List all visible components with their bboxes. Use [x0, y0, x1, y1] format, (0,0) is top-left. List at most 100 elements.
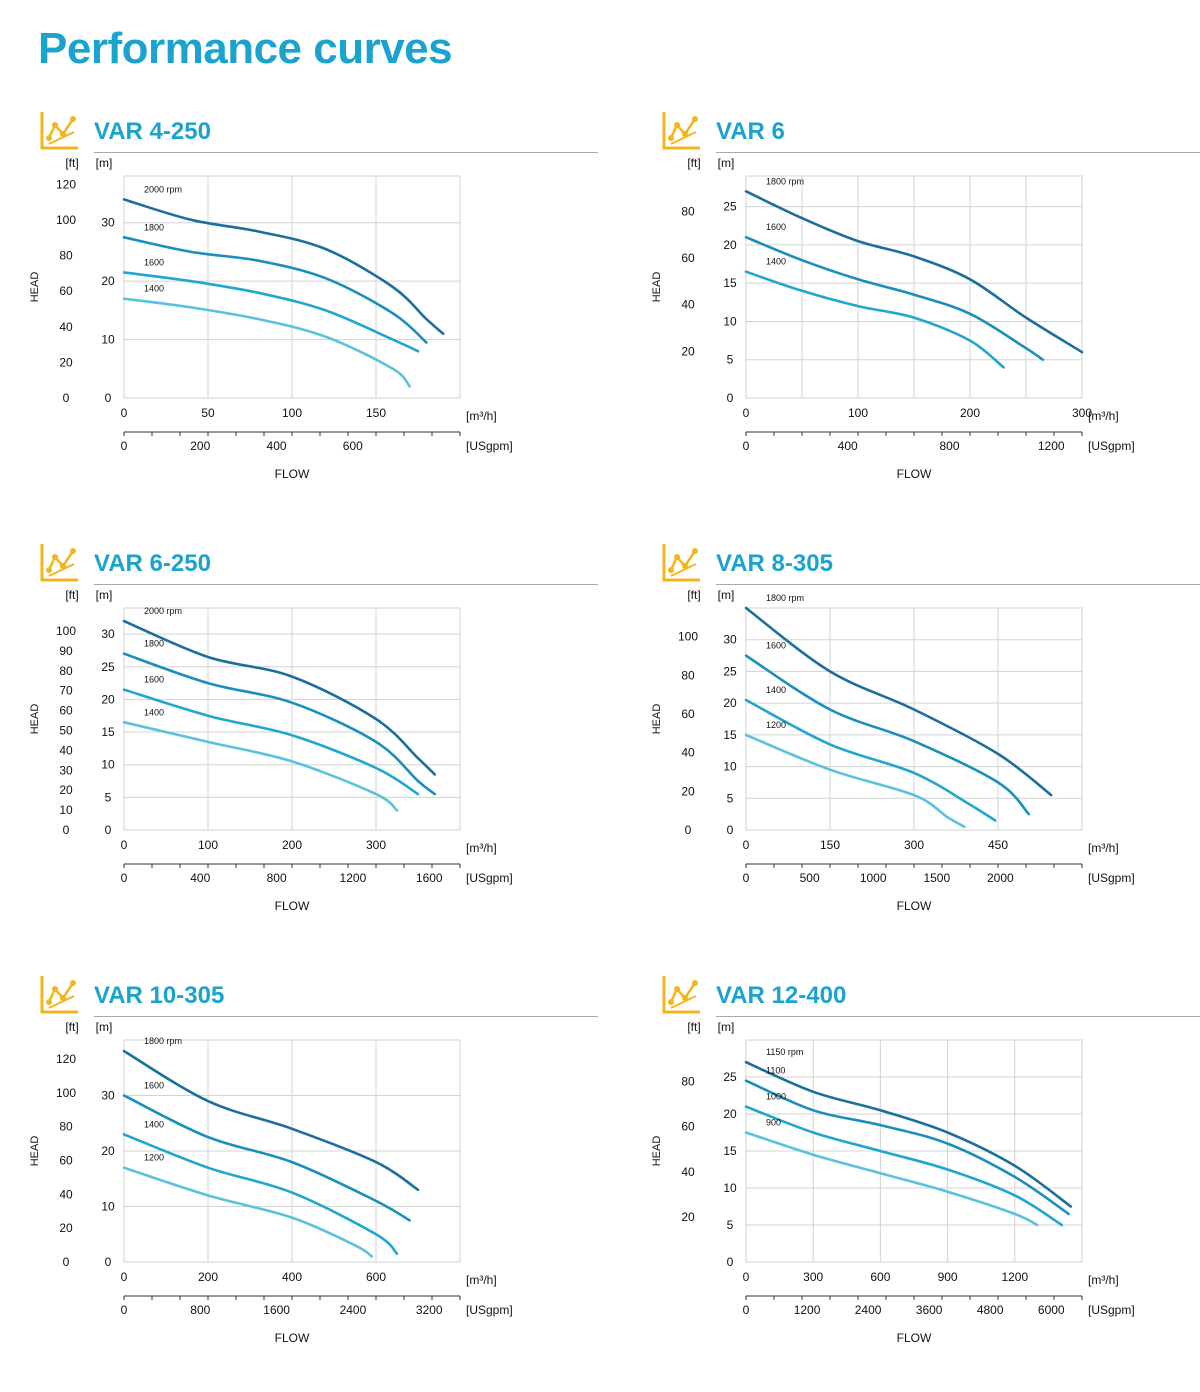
usgpm-tick-label: 6000 — [1038, 1303, 1065, 1317]
x-tick-label: 0 — [121, 406, 128, 420]
usgpm-tick-label: 0 — [121, 1303, 128, 1317]
ft-tick-label: 40 — [59, 1187, 73, 1201]
usgpm-tick-label: 0 — [743, 1303, 750, 1317]
m-tick-label: 5 — [727, 1218, 734, 1232]
x-tick-label: 150 — [366, 406, 386, 420]
x-tick-label: 0 — [743, 1270, 750, 1284]
rpm-series-label: 1200 — [766, 720, 786, 730]
usgpm-tick-label: 600 — [343, 439, 363, 453]
usgpm-tick-label: 0 — [121, 871, 128, 885]
rpm-series-label: 1800 — [144, 639, 164, 649]
flow-unit-usgpm: [USgpm] — [466, 1303, 513, 1317]
chart-title: VAR 6 — [716, 118, 785, 145]
m-tick-label: 5 — [727, 353, 734, 367]
ft-tick-label: 0 — [63, 391, 70, 405]
ft-tick-label: 0 — [63, 1255, 70, 1269]
flow-unit-usgpm: [USgpm] — [466, 439, 513, 453]
m-tick-label: 15 — [723, 1144, 737, 1158]
usgpm-tick-label: 400 — [267, 439, 287, 453]
ft-tick-label: 90 — [59, 644, 73, 658]
performance-curve-line — [122, 619, 437, 776]
rpm-series-label: 1800 rpm — [766, 176, 804, 186]
performance-curve-line — [744, 654, 1031, 816]
usgpm-tick-label: 2400 — [340, 1303, 367, 1317]
m-tick-label: 20 — [101, 1144, 115, 1158]
usgpm-tick-label: 1200 — [1038, 439, 1065, 453]
head-axis-label: HEAD — [651, 704, 663, 735]
x-tick-label: 300 — [1072, 406, 1092, 420]
x-tick-label: 200 — [282, 838, 302, 852]
rpm-series-label: 1600 — [766, 222, 786, 232]
chart-panel-header: VAR 10-305 — [38, 972, 598, 1018]
m-tick-label: 30 — [101, 627, 115, 641]
ft-axis-unit: [ft] — [65, 1020, 78, 1034]
usgpm-tick-label: 200 — [190, 439, 210, 453]
usgpm-tick-label: 1600 — [416, 871, 443, 885]
title-divider — [94, 584, 598, 585]
usgpm-tick-label: 0 — [121, 439, 128, 453]
usgpm-tick-label: 0 — [743, 871, 750, 885]
ft-tick-label: 100 — [56, 1086, 76, 1100]
flow-unit-m3h: [m³/h] — [1088, 1273, 1119, 1287]
usgpm-tick-label: 800 — [267, 871, 287, 885]
performance-curve-line — [122, 297, 411, 388]
x-tick-label: 1200 — [1001, 1270, 1028, 1284]
x-tick-label: 0 — [743, 838, 750, 852]
ft-tick-label: 40 — [59, 320, 73, 334]
rpm-series-label: 1800 — [144, 222, 164, 232]
rpm-series-label: 1000 — [766, 1092, 786, 1102]
m-tick-label: 25 — [723, 200, 737, 214]
m-axis-unit: [m] — [718, 588, 735, 602]
head-axis-label: HEAD — [29, 704, 41, 735]
chart-panel: VAR 8-305 [ft] [m] 0 5 10 15 20 25 30 0 20 40 60 80 100… — [651, 540, 1200, 960]
rpm-series-label: 1400 — [144, 1119, 164, 1129]
x-tick-label: 200 — [198, 1270, 218, 1284]
chart-title: VAR 4-250 — [94, 118, 211, 145]
x-tick-label: 0 — [743, 406, 750, 420]
performance-curve-line — [122, 236, 428, 344]
m-tick-label: 10 — [101, 758, 115, 772]
title-divider — [716, 584, 1200, 585]
title-divider — [94, 152, 598, 153]
x-tick-label: 600 — [366, 1270, 386, 1284]
ft-tick-label: 40 — [681, 746, 695, 760]
ft-axis-unit: [ft] — [65, 588, 78, 602]
ft-tick-label: 20 — [681, 784, 695, 798]
rpm-series-label: 1800 rpm — [766, 593, 804, 603]
chart-panel: VAR 6-250 [ft] [m] 0 5 10 15 20 25 30 0 10 20 30 40 50 6… — [29, 540, 598, 960]
performance-curve-line — [744, 1105, 1064, 1227]
usgpm-tick-label: 1200 — [794, 1303, 821, 1317]
rpm-series-label: 2000 rpm — [144, 606, 182, 616]
performance-curve-line — [122, 1166, 374, 1258]
x-tick-label: 200 — [960, 406, 980, 420]
usgpm-tick-label: 1600 — [263, 1303, 290, 1317]
x-tick-label: 0 — [121, 1270, 128, 1284]
usgpm-tick-label: 500 — [800, 871, 820, 885]
chart-panel-header: VAR 8-305 — [660, 540, 1200, 586]
ft-tick-label: 20 — [681, 344, 695, 358]
ft-tick-label: 20 — [59, 355, 73, 369]
performance-curve-line — [744, 733, 966, 829]
flow-axis-label: FLOW — [275, 1331, 310, 1345]
usgpm-tick-label: 800 — [939, 439, 959, 453]
performance-curve-line — [744, 1060, 1073, 1208]
ft-axis-unit: [ft] — [65, 156, 78, 170]
m-tick-label: 10 — [723, 1181, 737, 1195]
rpm-series-label: 2000 rpm — [144, 184, 182, 194]
m-axis-unit: [m] — [718, 1020, 735, 1034]
rpm-series-label: 1600 — [144, 675, 164, 685]
m-tick-label: 20 — [101, 274, 115, 288]
ft-tick-label: 120 — [56, 1052, 76, 1066]
usgpm-tick-label: 1200 — [340, 871, 367, 885]
usgpm-tick-label: 0 — [743, 439, 750, 453]
chart-panel-header: VAR 6 — [660, 108, 1200, 154]
m-tick-label: 0 — [727, 391, 734, 405]
m-tick-label: 0 — [105, 391, 112, 405]
m-tick-label: 0 — [105, 823, 112, 837]
chart-title: VAR 12-400 — [716, 982, 847, 1009]
x-tick-label: 100 — [282, 406, 302, 420]
x-tick-label: 300 — [904, 838, 924, 852]
m-axis-unit: [m] — [718, 156, 735, 170]
chart-panel: VAR 10-305 [ft] [m] 0 10 20 30 0 20 40 60 80 100 120 H… — [29, 972, 598, 1392]
